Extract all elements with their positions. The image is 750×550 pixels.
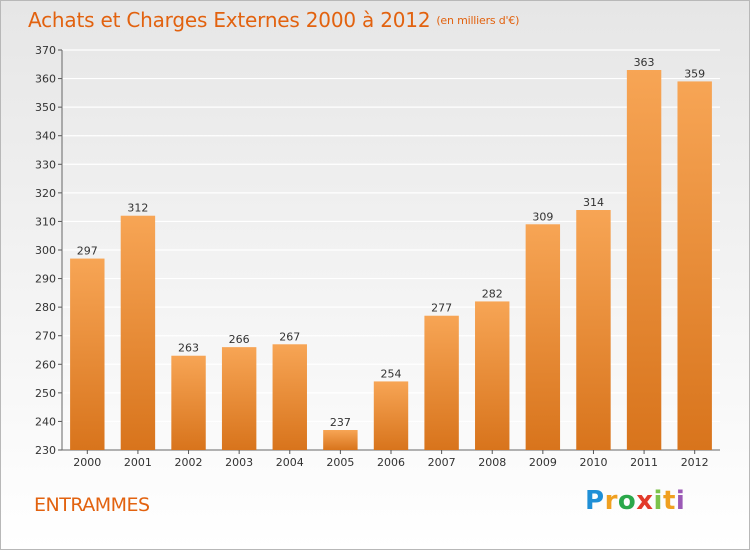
bar[interactable] — [323, 430, 358, 450]
data-labels: 297 312 263 266 267 237 254 277 282 309 314 363 359 — [77, 56, 705, 429]
x-tick-label: 2008 — [478, 456, 506, 469]
chart-title: Achats et Charges Externes 2000 à 2012 (e… — [28, 8, 519, 32]
bar[interactable] — [525, 224, 561, 450]
x-tick-label: 2009 — [529, 456, 557, 469]
data-label: 254 — [381, 367, 402, 380]
bar[interactable] — [475, 301, 510, 450]
x-tick-label: 2003 — [225, 456, 253, 469]
bar[interactable] — [221, 347, 257, 450]
bar[interactable] — [626, 70, 662, 450]
x-tick-label: 2005 — [326, 456, 354, 469]
x-tick-label: 2001 — [124, 456, 152, 469]
logo-letter: i — [653, 486, 663, 516]
y-tick-label: 260 — [35, 358, 56, 371]
y-tick-label: 240 — [35, 415, 56, 428]
bar[interactable] — [70, 258, 105, 450]
logo-letter: x — [636, 486, 654, 516]
y-tick-label: 370 — [35, 44, 56, 57]
logo-letter: i — [675, 486, 686, 516]
logo-letter: t — [662, 486, 676, 516]
data-label: 359 — [684, 67, 705, 80]
bar[interactable] — [120, 215, 156, 450]
logo-letter: P — [585, 486, 605, 516]
chart-subtitle: (en milliers d'€) — [436, 14, 520, 27]
y-tick-label: 310 — [35, 215, 56, 228]
y-tick-label: 340 — [35, 130, 56, 143]
data-label: 314 — [583, 196, 604, 209]
proxiti-logo[interactable]: Proxiti — [585, 486, 685, 516]
x-tick-label: 2007 — [428, 456, 456, 469]
y-tick-label: 320 — [35, 187, 56, 200]
y-tick-label: 300 — [35, 244, 56, 257]
x-tick-label: 2011 — [630, 456, 658, 469]
x-tick-label: 2006 — [377, 456, 405, 469]
commune-name: ENTRAMMES — [34, 494, 150, 516]
x-tick-label: 2002 — [175, 456, 203, 469]
x-tick-label: 2004 — [276, 456, 304, 469]
bar[interactable] — [677, 81, 712, 450]
axes: 230 240 250 260 270 280 290 300 310 320 330 340 350 3… — [35, 44, 720, 469]
data-label: 277 — [431, 302, 452, 315]
data-label: 363 — [634, 56, 655, 69]
data-label: 266 — [229, 333, 250, 346]
data-label: 297 — [77, 245, 98, 258]
y-tick-label: 330 — [35, 158, 56, 171]
bars — [70, 70, 712, 450]
y-tick-label: 250 — [35, 387, 56, 400]
bar[interactable] — [171, 355, 206, 450]
logo-letter: o — [617, 486, 637, 516]
data-label: 282 — [482, 287, 503, 300]
logo-letter: r — [604, 486, 618, 516]
x-tick-label: 2000 — [73, 456, 101, 469]
bar[interactable] — [373, 381, 409, 450]
data-label: 312 — [127, 202, 148, 215]
y-tick-label: 270 — [35, 330, 56, 343]
data-label: 267 — [279, 330, 300, 343]
y-tick-label: 230 — [35, 444, 56, 457]
bar[interactable] — [272, 344, 307, 450]
x-tick-label: 2012 — [681, 456, 709, 469]
y-tick-label: 290 — [35, 273, 56, 286]
x-tick-label: 2010 — [579, 456, 607, 469]
y-tick-label: 350 — [35, 101, 56, 114]
y-tick-label: 360 — [35, 73, 56, 86]
chart-title-text: Achats et Charges Externes 2000 à 2012 — [28, 8, 431, 32]
bar[interactable] — [576, 210, 611, 450]
y-tick-label: 280 — [35, 301, 56, 314]
bar[interactable] — [424, 315, 459, 450]
data-label: 263 — [178, 342, 199, 355]
data-label: 237 — [330, 416, 351, 429]
data-label: 309 — [532, 210, 553, 223]
